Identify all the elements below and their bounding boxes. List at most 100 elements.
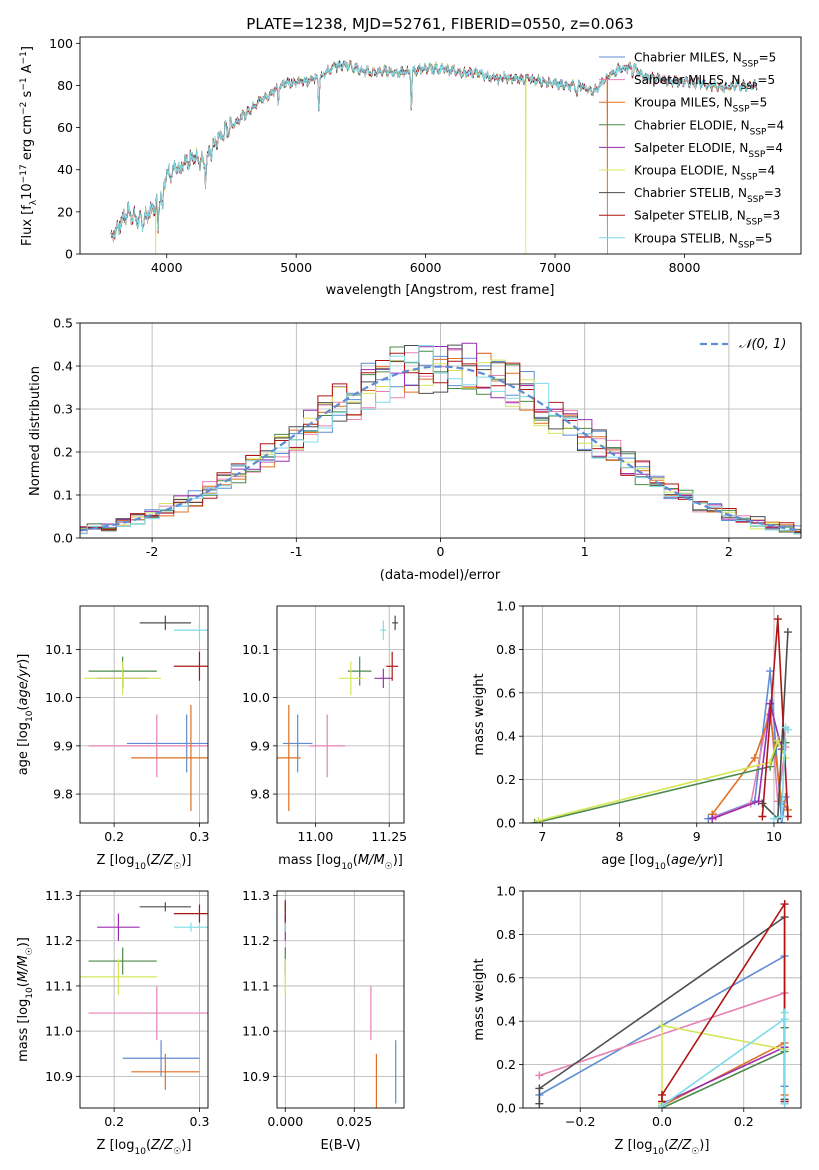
spectrum-ylabel-part: Flux [f [20,205,35,246]
legend-label-c_elodie: Chabrier ELODIE, NSSP=4 [634,118,784,137]
y-tick-label: 10.0 [45,690,73,705]
legend-label-k_stelib: Kroupa STELIB, NSSP=5 [634,231,772,250]
plot-area [84,615,208,811]
y-tick-label: 0.8 [496,642,516,657]
weight-line-s_elodie [661,1046,785,1105]
age_vs_mass-panel: 11.00 11.25 9.8 9.9 10.0 10.1 mass [log10(M/M☉… [242,605,407,872]
x-tick-label: -1 [290,544,302,559]
weight_vs_Z-xlabel-part: ☉ [691,1147,699,1157]
mass_vs_Z-ylabel-part: 10 [25,987,35,999]
age_vs_Z-xlabel-part: 10 [134,862,146,872]
spectrum-ylabel: Flux [fλ10−17 erg cm−2 s−1 A−1] [19,46,39,246]
x-tick-label: 11.25 [371,829,407,844]
age_vs_mass-xlabel-part: ☉ [385,862,393,872]
y-tick-label: 11.1 [242,978,270,993]
age_vs_Z-ylabel-part: 10 [25,710,35,722]
y-tick-label: 11.3 [45,888,73,903]
weight-marker-k_stelib [780,1008,789,1017]
x-tick-label: 0.2 [104,829,124,844]
weight-marker-k_stelib [783,725,792,734]
age_vs_Z-panel: 0.2 0.39.89.910.010.1Z [log10(Z/Z☉)]age [… [16,605,209,872]
mass_vs_Z-xlabel-part: )] [181,1138,191,1153]
weight_vs_age-xlabel-part: age [log [601,853,654,868]
x-tick-label: −0.2 [565,1114,595,1129]
legend-label-normal: 𝒩(0, 1) [739,337,786,352]
axes-frame [79,605,209,824]
weight-line-k_miles [661,1041,786,1107]
y-tick-label: 9.8 [53,787,73,802]
y-tick-label: 11.0 [45,1024,73,1039]
legend-label-s_miles: Salpeter MILES, NSSP=5 [634,73,775,92]
normal-reference-curve [80,365,801,532]
age_vs_Z-xlabel-part: Z/Z [150,853,174,868]
y-tick-label: 10.1 [242,642,270,657]
age_vs_Z-ylabel-part: ( [16,706,31,711]
weight-marker-k_stelib [658,1101,666,1108]
weight-marker-k_elodie [534,816,543,823]
spectrum-ylabel-part: s [20,90,35,101]
plot-area [110,59,758,254]
y-tick-label: 20 [57,204,73,219]
legend-label-s_miles-part: Salpeter MILES, N [634,73,741,87]
legend-label-k_stelib-part: SSP [738,240,755,250]
y-tick-label: 9.9 [53,738,73,753]
mass_vs_Z-ylabel-part: M/M [16,955,31,982]
plot-area [80,342,801,535]
legend-label-c_stelib-part: Chabrier STELIB, N [634,186,747,200]
weight-marker-c_stelib [783,628,792,637]
legend-label-k_stelib-part: =5 [755,231,773,245]
spectrum-ylabel-part: 10 [20,183,35,200]
weight-marker-c_stelib [535,1084,544,1093]
legend-label-s_stelib-part: =3 [763,209,781,223]
legend-label-c_miles: Chabrier MILES, NSSP=5 [634,51,776,70]
y-tick-label: 80 [57,78,73,93]
x-tick-label: 0.0 [652,1114,672,1129]
mass_vs_Z-ylabel-part: ( [16,982,31,987]
mass_vs_Z-xlabel-part: Z [log [97,1138,135,1153]
x-tick-label: 7 [538,829,546,844]
spectrum-ylabel-part: −1 [19,51,29,64]
y-tick-label: 0.4 [496,1014,516,1029]
y-tick-label: 0.4 [53,359,73,374]
weight_vs_age-xlabel-part: age/yr [671,853,714,868]
age_vs_Z-ylabel-part: age [log [16,722,31,775]
age_vs_Z-ylabel-part: )] [16,654,31,664]
residuals-ylabel: Normed distribution [28,366,43,496]
y-tick-label: 0.4 [496,729,516,744]
age_vs_mass-xlabel-part: 10 [341,862,353,872]
legend-label-s_stelib: Salpeter STELIB, NSSP=3 [634,209,780,228]
x-tick-label: 11.00 [297,829,333,844]
weight_vs_age-xlabel-part: 10 [654,862,666,872]
weight_vs_age-xlabel-part: ( [666,853,671,868]
legend-label-k_elodie-part: =4 [757,164,775,178]
legend-label-s_miles-part: =5 [757,73,775,87]
weight-marker-k_elodie [766,758,775,767]
age_vs_Z-xlabel-part: )] [181,853,191,868]
spectrum-ylabel-part: λ [29,199,39,205]
figure-title: PLATE=1238, MJD=52761, FIBERID=0550, z=0… [246,15,633,33]
legend-label-c_miles-part: Chabrier MILES, N [634,51,742,65]
x-tick-label: 9 [693,829,701,844]
histogram-s_stelib [80,352,801,532]
weight-marker-k_stelib [777,812,786,821]
plot-area [535,900,789,1108]
legend-label-c_elodie-part: Chabrier ELODIE, N [634,118,750,132]
weight-marker-s_stelib [773,615,782,624]
plot-area [530,615,792,823]
y-tick-label: 0.1 [53,488,73,503]
plot-area [80,902,208,1090]
axes-frame [276,890,405,1109]
x-tick-label: 0 [437,544,445,559]
legend-label-c_miles-part: =5 [759,51,777,65]
mass_vs_Z-xlabel-part: Z/Z [150,1138,174,1153]
age_vs_Z-ylabel: age [log10(age/yr)] [16,654,35,776]
mass_vs_Z-ylabel-part: ☉ [25,947,35,955]
x-tick-label: 10 [766,829,782,844]
legend-label-c_miles-part: SSP [742,60,759,70]
age_vs_mass-xlabel-part: )] [393,853,403,868]
legend-label-s_elodie-part: Salpeter ELODIE, N [634,141,748,155]
age_vs_Z-xlabel-part: ( [146,853,151,868]
y-tick-label: 9.8 [250,787,270,802]
mass_vs_Z-ylabel: mass [log10(M/M☉)] [16,937,35,1062]
x-tick-label: 6000 [410,260,442,275]
